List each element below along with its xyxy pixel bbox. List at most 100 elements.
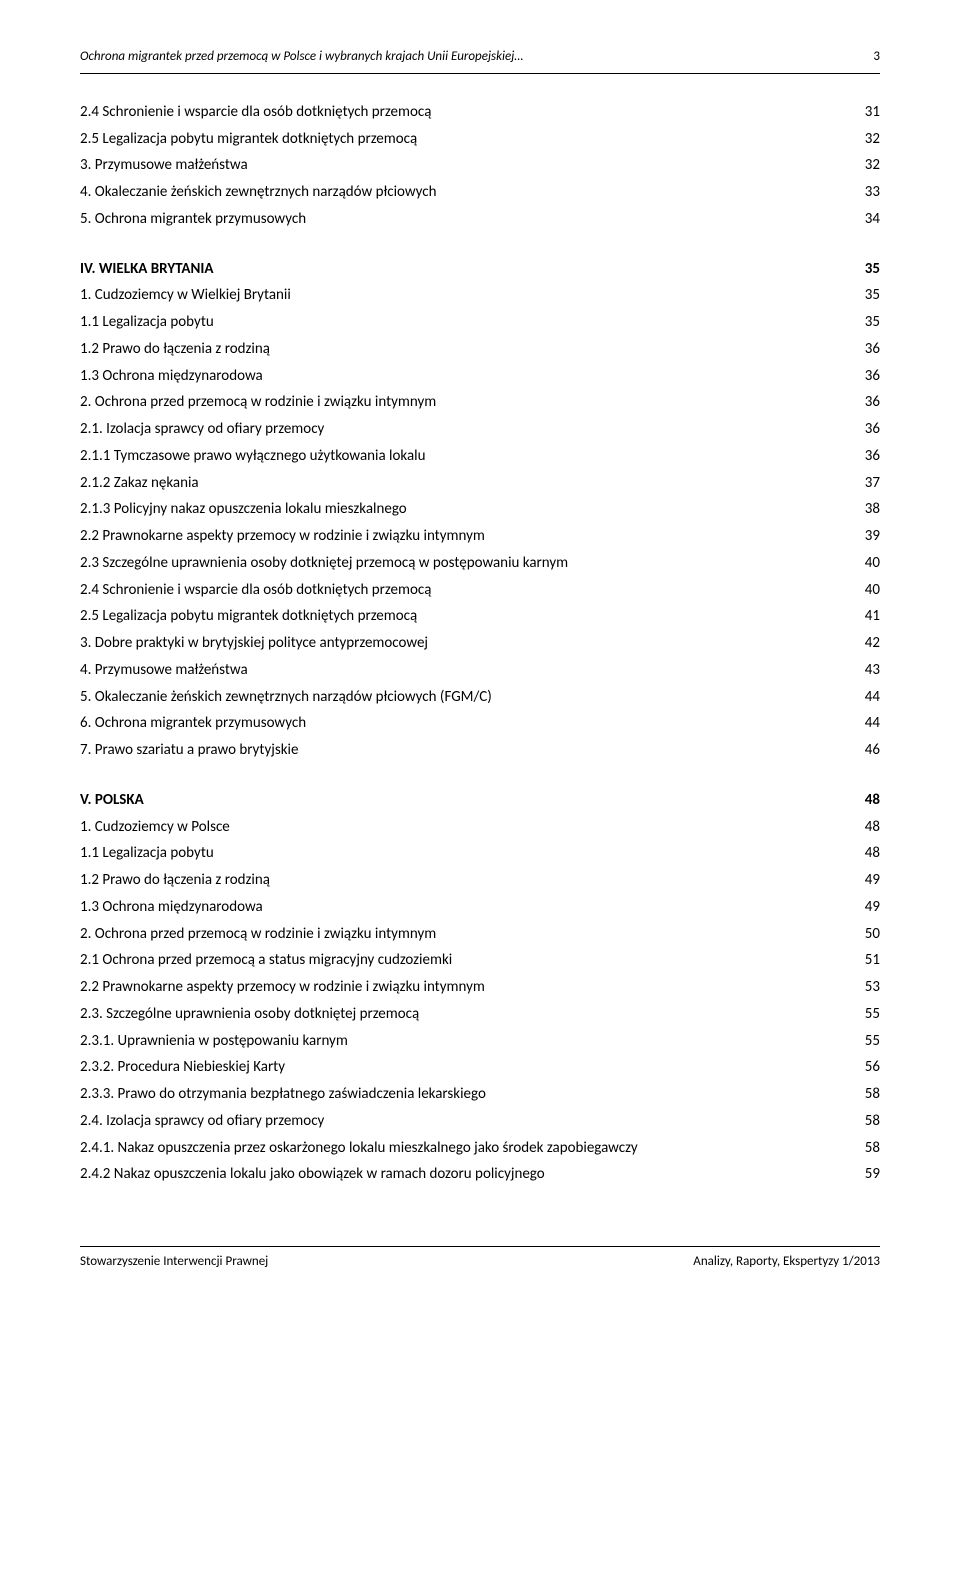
- toc-entry: 2.1. Izolacja sprawcy od ofiary przemocy…: [80, 419, 880, 441]
- toc-entry: 2.3 Szczególne uprawnienia osoby dotknię…: [80, 553, 880, 575]
- toc-entry-page: 37: [852, 473, 880, 495]
- toc-entry: 1.2 Prawo do łączenia z rodziną49: [80, 870, 880, 892]
- toc-entry-page: 32: [852, 129, 880, 151]
- toc-entry-page: 58: [852, 1084, 880, 1106]
- toc-entry-label: 2. Ochrona przed przemocą w rodzinie i z…: [80, 392, 852, 414]
- toc-entry: 2. Ochrona przed przemocą w rodzinie i z…: [80, 924, 880, 946]
- toc-entry: 2.4 Schronienie i wsparcie dla osób dotk…: [80, 102, 880, 124]
- toc-entry-label: 5. Ochrona migrantek przymusowych: [80, 209, 852, 231]
- toc-entry: 2.2 Prawnokarne aspekty przemocy w rodzi…: [80, 526, 880, 548]
- toc-entry-page: 44: [852, 687, 880, 709]
- toc-entry-page: 36: [852, 339, 880, 361]
- toc-entry: 2.4.2 Nakaz opuszczenia lokalu jako obow…: [80, 1164, 880, 1186]
- toc-entry-label: 2.1 Ochrona przed przemocą a status migr…: [80, 950, 852, 972]
- header-page-number: 3: [873, 48, 880, 67]
- toc-entry-page: 40: [852, 553, 880, 575]
- toc-entry-page: 42: [852, 633, 880, 655]
- toc-entry-page: 50: [852, 924, 880, 946]
- toc-entry-label: 3. Przymusowe małżeństwa: [80, 155, 852, 177]
- header-title: Ochrona migrantek przed przemocą w Polsc…: [80, 48, 523, 67]
- toc-entry-page: 56: [852, 1057, 880, 1079]
- toc-entry-label: 2.4 Schronienie i wsparcie dla osób dotk…: [80, 580, 852, 602]
- toc-entry-label: 1. Cudzoziemcy w Polsce: [80, 817, 852, 839]
- toc-entry-page: 35: [852, 259, 880, 281]
- toc-entry-page: 58: [852, 1111, 880, 1133]
- toc-entry-label: 2.5 Legalizacja pobytu migrantek dotknię…: [80, 129, 852, 151]
- toc-entry-label: 2.2 Prawnokarne aspekty przemocy w rodzi…: [80, 977, 852, 999]
- toc-entry-page: 36: [852, 446, 880, 468]
- toc-entry: 1.1 Legalizacja pobytu35: [80, 312, 880, 334]
- toc-entry-page: 49: [852, 870, 880, 892]
- toc-entry-page: 34: [852, 209, 880, 231]
- toc-section-heading: V. POLSKA48: [80, 790, 880, 812]
- toc-entry: 6. Ochrona migrantek przymusowych44: [80, 713, 880, 735]
- toc-entry-label: 2.4.2 Nakaz opuszczenia lokalu jako obow…: [80, 1164, 852, 1186]
- toc-entry-label: 2.4.1. Nakaz opuszczenia przez oskarżone…: [80, 1138, 852, 1160]
- toc-entry-label: 2.4 Schronienie i wsparcie dla osób dotk…: [80, 102, 852, 124]
- page-header: Ochrona migrantek przed przemocą w Polsc…: [80, 48, 880, 74]
- toc-entry: 5. Ochrona migrantek przymusowych34: [80, 209, 880, 231]
- table-of-contents: 2.4 Schronienie i wsparcie dla osób dotk…: [80, 102, 880, 1186]
- toc-entry-label: 1.2 Prawo do łączenia z rodziną: [80, 339, 852, 361]
- toc-entry-page: 51: [852, 950, 880, 972]
- toc-entry-page: 36: [852, 366, 880, 388]
- toc-entry-page: 44: [852, 713, 880, 735]
- toc-entry: 2.4.1. Nakaz opuszczenia przez oskarżone…: [80, 1138, 880, 1160]
- toc-entry-label: 5. Okaleczanie żeńskich zewnętrznych nar…: [80, 687, 852, 709]
- toc-entry-page: 32: [852, 155, 880, 177]
- toc-entry: 1.3 Ochrona międzynarodowa36: [80, 366, 880, 388]
- toc-entry-label: 1.2 Prawo do łączenia z rodziną: [80, 870, 852, 892]
- footer-right: Analizy, Raporty, Ekspertyzy 1/2013: [693, 1253, 880, 1272]
- toc-entry-label: 7. Prawo szariatu a prawo brytyjskie: [80, 740, 852, 762]
- toc-section-heading: IV. WIELKA BRYTANIA35: [80, 259, 880, 281]
- toc-entry-page: 55: [852, 1031, 880, 1053]
- toc-entry: 7. Prawo szariatu a prawo brytyjskie46: [80, 740, 880, 762]
- toc-entry-page: 53: [852, 977, 880, 999]
- toc-entry: 2.4 Schronienie i wsparcie dla osób dotk…: [80, 580, 880, 602]
- toc-entry: 2.5 Legalizacja pobytu migrantek dotknię…: [80, 129, 880, 151]
- toc-entry-label: 1.1 Legalizacja pobytu: [80, 312, 852, 334]
- toc-entry-label: 1.3 Ochrona międzynarodowa: [80, 366, 852, 388]
- toc-entry: 1. Cudzoziemcy w Polsce48: [80, 817, 880, 839]
- toc-entry-label: 2.1. Izolacja sprawcy od ofiary przemocy: [80, 419, 852, 441]
- toc-entry-label: 2.4. Izolacja sprawcy od ofiary przemocy: [80, 1111, 852, 1133]
- toc-entry-label: 3. Dobre praktyki w brytyjskiej polityce…: [80, 633, 852, 655]
- toc-entry-page: 36: [852, 419, 880, 441]
- toc-entry: 2.3. Szczególne uprawnienia osoby dotkni…: [80, 1004, 880, 1026]
- toc-entry: 2.3.3. Prawo do otrzymania bezpłatnego z…: [80, 1084, 880, 1106]
- toc-entry: 2.3.2. Procedura Niebieskiej Karty56: [80, 1057, 880, 1079]
- footer-left: Stowarzyszenie Interwencji Prawnej: [80, 1253, 268, 1272]
- toc-entry-page: 41: [852, 606, 880, 628]
- toc-entry: 3. Przymusowe małżeństwa32: [80, 155, 880, 177]
- toc-entry-label: 2.3 Szczególne uprawnienia osoby dotknię…: [80, 553, 852, 575]
- toc-entry-page: 49: [852, 897, 880, 919]
- toc-entry-page: 46: [852, 740, 880, 762]
- toc-entry-label: 2. Ochrona przed przemocą w rodzinie i z…: [80, 924, 852, 946]
- toc-entry: 3. Dobre praktyki w brytyjskiej polityce…: [80, 633, 880, 655]
- toc-entry-page: 48: [852, 817, 880, 839]
- toc-entry: 2.3.1. Uprawnienia w postępowaniu karnym…: [80, 1031, 880, 1053]
- toc-entry: 2.1 Ochrona przed przemocą a status migr…: [80, 950, 880, 972]
- toc-entry-label: 2.5 Legalizacja pobytu migrantek dotknię…: [80, 606, 852, 628]
- toc-entry-label: 2.3.1. Uprawnienia w postępowaniu karnym: [80, 1031, 852, 1053]
- toc-entry-label: IV. WIELKA BRYTANIA: [80, 259, 852, 281]
- toc-entry-page: 39: [852, 526, 880, 548]
- toc-entry-label: 2.2 Prawnokarne aspekty przemocy w rodzi…: [80, 526, 852, 548]
- toc-entry-page: 36: [852, 392, 880, 414]
- toc-entry: 2.5 Legalizacja pobytu migrantek dotknię…: [80, 606, 880, 628]
- toc-entry: 2.1.2 Zakaz nękania37: [80, 473, 880, 495]
- toc-entry-page: 55: [852, 1004, 880, 1026]
- toc-entry: 2. Ochrona przed przemocą w rodzinie i z…: [80, 392, 880, 414]
- toc-entry-label: 4. Okaleczanie żeńskich zewnętrznych nar…: [80, 182, 852, 204]
- toc-entry-label: 2.3.2. Procedura Niebieskiej Karty: [80, 1057, 852, 1079]
- toc-entry: 1. Cudzoziemcy w Wielkiej Brytanii35: [80, 285, 880, 307]
- toc-entry-label: 1.3 Ochrona międzynarodowa: [80, 897, 852, 919]
- toc-entry-page: 40: [852, 580, 880, 602]
- toc-entry-page: 48: [852, 790, 880, 812]
- toc-entry-label: 2.1.3 Policyjny nakaz opuszczenia lokalu…: [80, 499, 852, 521]
- toc-entry: 2.4. Izolacja sprawcy od ofiary przemocy…: [80, 1111, 880, 1133]
- toc-entry: 2.2 Prawnokarne aspekty przemocy w rodzi…: [80, 977, 880, 999]
- toc-entry: 4. Okaleczanie żeńskich zewnętrznych nar…: [80, 182, 880, 204]
- toc-entry: 2.1.1 Tymczasowe prawo wyłącznego użytko…: [80, 446, 880, 468]
- toc-entry-label: 2.3. Szczególne uprawnienia osoby dotkni…: [80, 1004, 852, 1026]
